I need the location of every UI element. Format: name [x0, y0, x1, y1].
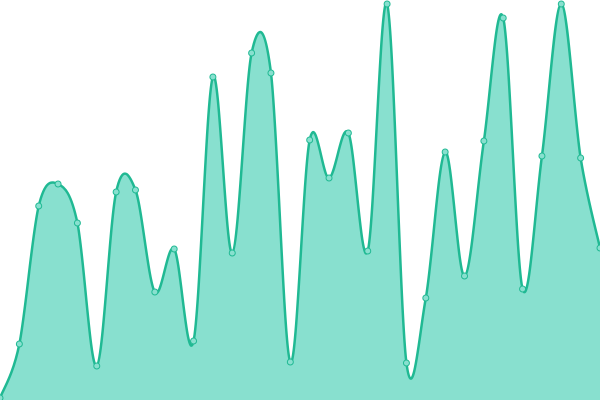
- data-point: [112, 188, 120, 196]
- data-point: [344, 129, 352, 137]
- data-point: [557, 0, 565, 8]
- data-point: [441, 148, 449, 156]
- data-point: [538, 152, 546, 160]
- data-point: [267, 69, 275, 77]
- data-point: [151, 288, 159, 296]
- data-point: [325, 174, 333, 182]
- data-point: [402, 359, 410, 367]
- data-point: [228, 249, 236, 257]
- data-point: [190, 337, 198, 345]
- data-point: [461, 272, 469, 280]
- data-point: [383, 0, 391, 8]
- data-point: [499, 14, 507, 22]
- data-point: [73, 219, 81, 227]
- data-point: [170, 245, 178, 253]
- data-point: [596, 244, 600, 252]
- data-point: [54, 180, 62, 188]
- data-point: [480, 137, 488, 145]
- data-point: [15, 340, 23, 348]
- data-point: [131, 186, 139, 194]
- data-point: [286, 358, 294, 366]
- data-point: [93, 362, 101, 370]
- data-point: [0, 394, 4, 400]
- data-point: [577, 154, 585, 162]
- data-point: [248, 49, 256, 57]
- data-point: [209, 73, 217, 81]
- data-point: [35, 202, 43, 210]
- data-point: [306, 136, 314, 144]
- data-point: [519, 285, 527, 293]
- area-fill: [0, 3, 600, 400]
- data-point: [364, 247, 372, 255]
- data-point: [422, 294, 430, 302]
